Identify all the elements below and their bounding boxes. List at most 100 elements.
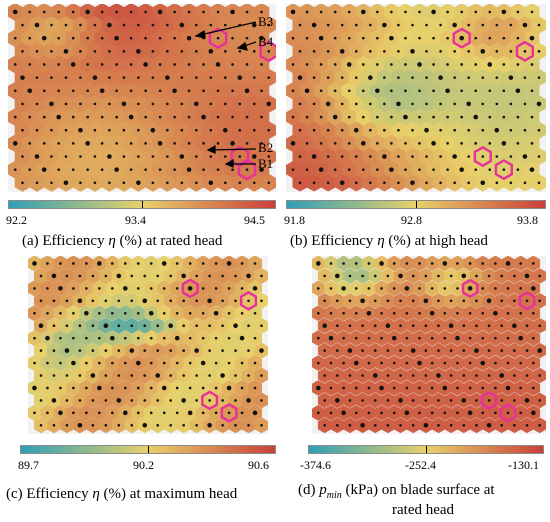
som-hit-dot [389,167,394,172]
som-hit-dot [333,168,337,171]
som-hit-dot [375,88,380,94]
som-hit-dot [516,36,520,40]
som-hit-dot [130,299,134,303]
som-hit-dot [455,335,460,341]
som-hit-dot [397,23,400,27]
som-hit-dot [361,36,365,40]
som-hit-dot [180,50,184,53]
som-hit-dot [373,423,377,427]
som-hit-dot [151,23,155,27]
som-hit-dot [108,128,111,132]
som-hit-dot [312,50,316,53]
som-hit-dot [513,423,516,427]
som-hit-dot [360,141,366,146]
som-hit-dot [98,336,101,340]
som-hit-dot [230,9,235,15]
som-hit-dot [179,154,185,159]
som-hit-dot [291,89,295,93]
som-hit-dot [500,274,504,278]
som-hit-dot [353,127,359,133]
som-hit-dot [162,311,166,315]
som-hit-dot [84,310,89,316]
som-hit-dot [226,261,232,266]
som-hit-dot [436,373,441,378]
som-hit-dot [369,155,372,158]
som-hit-dot [79,23,82,27]
som-hit-dot [439,50,442,53]
tick-c-mid: 90.2 [133,458,154,472]
som-hit-dot [231,63,234,66]
som-hit-dot [360,422,365,428]
som-hit-dot [404,142,407,145]
som-hit-dot [52,349,56,352]
som-hit-dot [317,411,320,415]
som-hit-dot [64,23,68,27]
som-hit-dot [438,75,443,80]
som-hit-dot [223,155,227,158]
som-hit-dot [130,399,134,402]
som-hit-dot [252,50,256,53]
som-hit-dot [392,287,396,290]
som-hit-dot [486,298,492,304]
som-hit-dot [348,274,352,278]
som-hit-dot [329,386,333,390]
som-hit-dot [117,349,121,352]
som-hit-dot [392,411,396,415]
som-hit-dot [72,336,75,340]
som-hit-dot [149,386,153,390]
som-hit-dot [475,374,478,377]
som-hit-dot [28,142,32,145]
som-hit-dot [144,142,147,145]
som-hit-dot [481,386,485,390]
som-hit-dot [481,411,485,415]
som-hit-dot [123,262,127,265]
som-hit-dot [150,127,156,133]
som-hit-dot [516,142,520,145]
som-hit-dot [318,167,324,172]
som-hit-dot [169,299,173,303]
som-hit-dot [156,349,160,352]
som-hit-dot [208,399,211,402]
som-hit-dot [530,63,534,66]
som-hit-dot [253,336,257,340]
som-hit-dot [361,374,364,377]
som-hit-dot [494,262,497,265]
colorbar-b-mid-tick [416,201,417,208]
som-hit-dot [495,23,499,27]
som-hit-dot [538,374,541,377]
som-hit-dot [161,261,167,266]
som-hit-dot [86,36,89,40]
som-hit-dot [347,89,351,93]
som-hit-dot [93,128,97,132]
colorbar-a-mid-tick [142,201,143,208]
som-hit-dot [57,63,61,66]
som-hit-dot [240,311,244,315]
som-hit-dot [28,10,32,14]
som-hit-dot [501,141,507,146]
som-hit-dot [129,168,133,171]
caption-c-symbol: η [92,486,100,502]
som-hit-dot [360,9,366,15]
tick-b-min: 91.8 [284,213,305,227]
som-hit-dot [538,324,541,328]
som-hit-dot [216,115,220,119]
som-hit-dot [117,324,121,328]
som-hit-dot [523,181,527,185]
som-hit-dot [340,102,344,106]
som-hit-dot [475,399,478,402]
som-hit-dot [78,127,83,133]
som-hit-dot [57,142,61,145]
som-hit-dot [187,63,191,66]
som-hit-dot [432,115,435,119]
som-hit-dot [519,411,523,415]
som-hit-dot [516,63,520,66]
som-hit-dot [245,142,249,145]
som-hit-dot [379,261,384,266]
som-hit-dot [32,385,37,391]
tick-d-min: -374.6 [300,458,331,472]
som-hit-dot [326,155,330,158]
som-hit-dot [129,36,133,40]
som-hit-dot [376,168,379,171]
som-hit-dot [326,128,330,132]
som-hit-dot [509,50,513,53]
